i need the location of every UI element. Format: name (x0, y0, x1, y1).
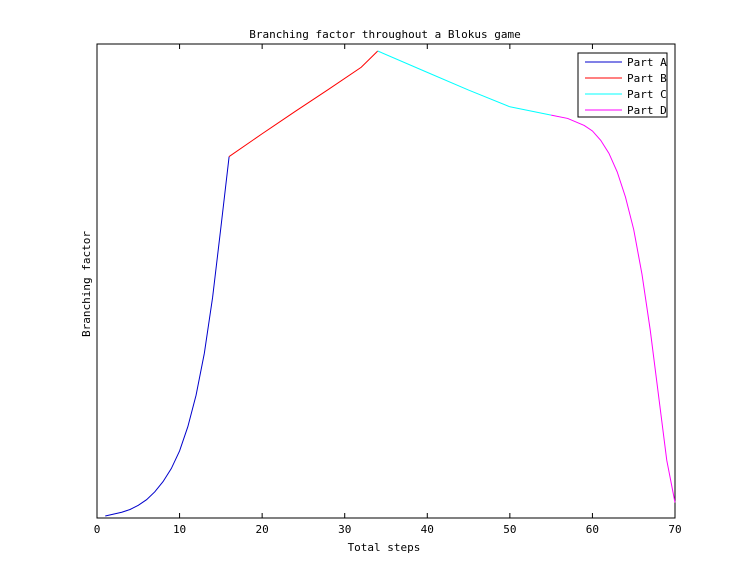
series-line-part-d (551, 114, 676, 503)
legend-label: Part D (627, 104, 667, 117)
x-tick-label: 0 (94, 523, 101, 536)
x-tick-label: 70 (668, 523, 681, 536)
x-tick-label: 20 (256, 523, 269, 536)
legend-box (577, 52, 668, 118)
legend-label: Part A (627, 56, 667, 69)
x-tick-label: 40 (421, 523, 434, 536)
x-tick-label: 50 (503, 523, 516, 536)
x-tick-label: 30 (338, 523, 351, 536)
legend-label: Part B (627, 72, 667, 85)
plot-area-frame (96, 43, 676, 519)
series-line-part-c (377, 50, 552, 116)
x-tick-label: 10 (173, 523, 186, 536)
x-axis-label: Total steps (348, 541, 421, 554)
series-lines (105, 50, 676, 517)
legend-entries: Part A Part B Part C Part D (585, 56, 667, 117)
x-axis-ticks: 0 10 20 30 40 50 60 70 (94, 44, 682, 536)
chart-title: Branching factor throughout a Blokus gam… (249, 28, 521, 41)
y-axis-label: Branching factor (80, 231, 93, 337)
series-line-part-b (228, 50, 379, 157)
legend: Part A Part B Part C Part D (577, 52, 668, 118)
x-tick-label: 60 (586, 523, 599, 536)
legend-label: Part C (627, 88, 667, 101)
series-line-part-a (105, 156, 230, 517)
